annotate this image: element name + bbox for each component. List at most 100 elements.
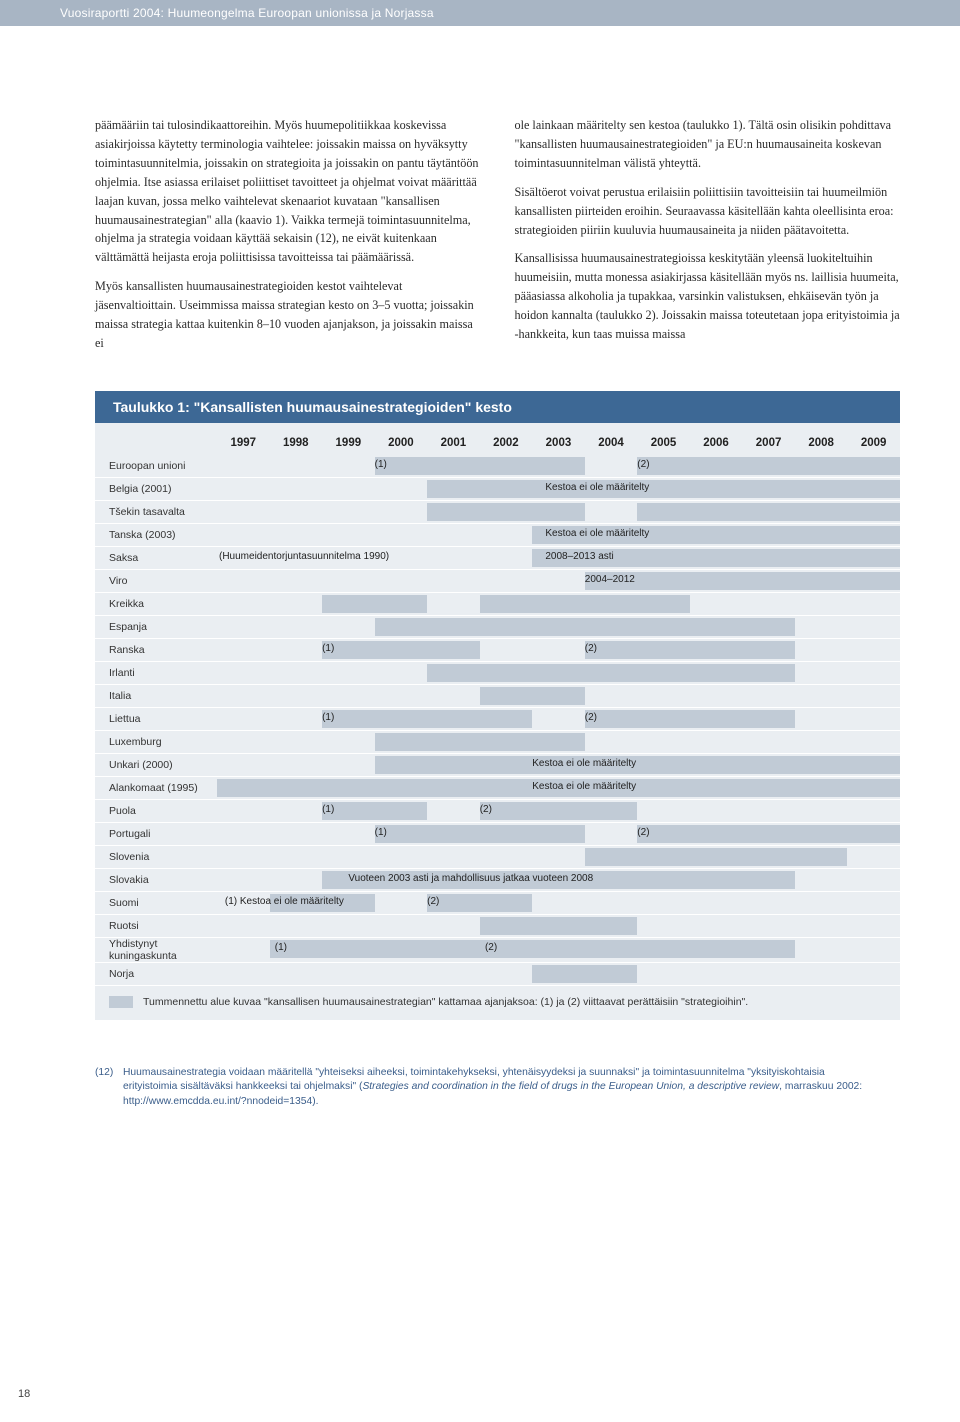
table-row: Ranska(1)(2) xyxy=(95,639,900,662)
duration-bar xyxy=(375,825,585,843)
table-1: Taulukko 1: "Kansallisten huumausainestr… xyxy=(95,391,900,1020)
row-track: Kestoa ei ole määritelty xyxy=(217,754,900,776)
year-cells: 1997199819992000200120022003200420052006… xyxy=(217,437,900,449)
bar-annotation: (1) xyxy=(322,643,334,654)
year-header: 2007 xyxy=(742,437,795,449)
bar-annotation: (2) xyxy=(427,896,439,907)
row-track: Vuoteen 2003 asti ja mahdollisuus jatkaa… xyxy=(217,869,900,891)
duration-bar xyxy=(427,894,532,912)
year-header: 1998 xyxy=(270,437,323,449)
legend-text: Tummennettu alue kuvaa "kansallisen huum… xyxy=(143,996,748,1008)
bar-annotation: Kestoa ei ole määritelty xyxy=(545,528,649,539)
table-row: Espanja xyxy=(95,616,900,639)
row-track xyxy=(217,662,900,684)
bar-annotation: (1) xyxy=(322,712,334,723)
table-row: Kreikka xyxy=(95,593,900,616)
table-row: Viro2004–2012 xyxy=(95,570,900,593)
year-header: 2008 xyxy=(795,437,848,449)
table-row: Puola(1)(2) xyxy=(95,800,900,823)
duration-bar xyxy=(427,503,585,521)
body-paragraph: päämääriin tai tulosindikaattoreihin. My… xyxy=(95,116,481,267)
row-label: Alankomaat (1995) xyxy=(95,777,217,799)
duration-bar xyxy=(637,457,900,475)
table-row: Suomi(1) Kestoa ei ole määritelty(2) xyxy=(95,892,900,915)
row-label-note: (Huumeidentorjuntasuunnitelma 1990) xyxy=(219,551,389,562)
bar-annotation: (1) xyxy=(275,942,287,953)
duration-bar xyxy=(585,641,795,659)
row-label: Luxemburg xyxy=(95,731,217,753)
row-track: 2004–2012 xyxy=(217,570,900,592)
table-title: Taulukko 1: "Kansallisten huumausainestr… xyxy=(95,391,900,423)
row-label: Espanja xyxy=(95,616,217,638)
row-label: Norja xyxy=(95,963,217,985)
row-label: Yhdistynyt kuningaskunta xyxy=(95,938,217,962)
duration-bar xyxy=(480,802,638,820)
row-track xyxy=(217,731,900,753)
bar-annotation: (2) xyxy=(585,643,597,654)
bar-annotation: (2) xyxy=(585,712,597,723)
row-label: Italia xyxy=(95,685,217,707)
row-track xyxy=(217,501,900,523)
row-track: (1) (2) xyxy=(217,639,900,661)
page-content: päämääriin tai tulosindikaattoreihin. My… xyxy=(0,26,960,1109)
table-row: SlovakiaVuoteen 2003 asti ja mahdollisuu… xyxy=(95,869,900,892)
bar-annotation: (2) xyxy=(637,459,649,470)
duration-bar xyxy=(427,664,795,682)
duration-bar xyxy=(480,687,585,705)
table-row: Slovenia xyxy=(95,846,900,869)
row-track xyxy=(217,846,900,868)
row-track: Kestoa ei ole määritelty xyxy=(217,478,900,500)
year-header: 2006 xyxy=(690,437,743,449)
bar-annotation: (2) xyxy=(480,804,492,815)
row-label: Belgia (2001) xyxy=(95,478,217,500)
duration-bar xyxy=(322,802,427,820)
table-row: Italia xyxy=(95,685,900,708)
row-label: Kreikka xyxy=(95,593,217,615)
duration-bar xyxy=(480,917,638,935)
bar-annotation: Vuoteen 2003 asti ja mahdollisuus jatkaa… xyxy=(348,873,593,884)
row-label: Irlanti xyxy=(95,662,217,684)
bar-annotation: (1) xyxy=(375,827,387,838)
table-row: Norja xyxy=(95,963,900,986)
year-header: 2005 xyxy=(637,437,690,449)
duration-bar xyxy=(532,965,637,983)
row-track xyxy=(217,963,900,985)
table-row: Yhdistynyt kuningaskunta (1) (2) xyxy=(95,938,900,963)
year-header-row: 1997199819992000200120022003200420052006… xyxy=(95,431,900,455)
header-spacer xyxy=(95,437,217,449)
row-track xyxy=(217,685,900,707)
gantt-chart: 1997199819992000200120022003200420052006… xyxy=(95,423,900,1008)
bar-annotation: (1) Kestoa ei ole määritelty xyxy=(225,896,344,907)
duration-bar xyxy=(375,756,900,774)
year-header: 2009 xyxy=(847,437,900,449)
year-header: 2004 xyxy=(585,437,638,449)
bar-annotation: (2) xyxy=(637,827,649,838)
table-row: Tanska (2003)Kestoa ei ole määritelty xyxy=(95,524,900,547)
row-label: Viro xyxy=(95,570,217,592)
row-track: (Huumeidentorjuntasuunnitelma 1990) 2008–… xyxy=(217,547,900,569)
duration-bar xyxy=(427,480,900,498)
row-label: Ruotsi xyxy=(95,915,217,937)
table-row: Ruotsi xyxy=(95,915,900,938)
table-legend: Tummennettu alue kuvaa "kansallisen huum… xyxy=(95,986,900,1008)
footnote-12: (12) Huumausainestrategia voidaan määrit… xyxy=(95,1066,900,1109)
table-row: Luxemburg xyxy=(95,731,900,754)
header-title: Vuosiraportti 2004: Huumeongelma Euroopa… xyxy=(60,6,434,20)
bar-annotation: (2) xyxy=(485,942,497,953)
row-track: (1) (2) xyxy=(217,708,900,730)
legend-swatch xyxy=(109,996,133,1008)
bar-annotation: Kestoa ei ole määritelty xyxy=(532,758,636,769)
bar-annotation: 2008–2013 asti xyxy=(545,551,613,562)
year-header: 2001 xyxy=(427,437,480,449)
table-row: Belgia (2001)Kestoa ei ole määritelty xyxy=(95,478,900,501)
row-track xyxy=(217,915,900,937)
duration-bar xyxy=(585,710,795,728)
right-column: ole lainkaan määritelty sen kestoa (taul… xyxy=(515,116,901,363)
row-track: (1)(2) xyxy=(217,800,900,822)
row-label: Slovenia xyxy=(95,846,217,868)
row-label: Puola xyxy=(95,800,217,822)
table-row: Irlanti xyxy=(95,662,900,685)
row-track: (1)(2) xyxy=(217,455,900,477)
duration-bar xyxy=(375,733,585,751)
duration-bar xyxy=(322,641,480,659)
